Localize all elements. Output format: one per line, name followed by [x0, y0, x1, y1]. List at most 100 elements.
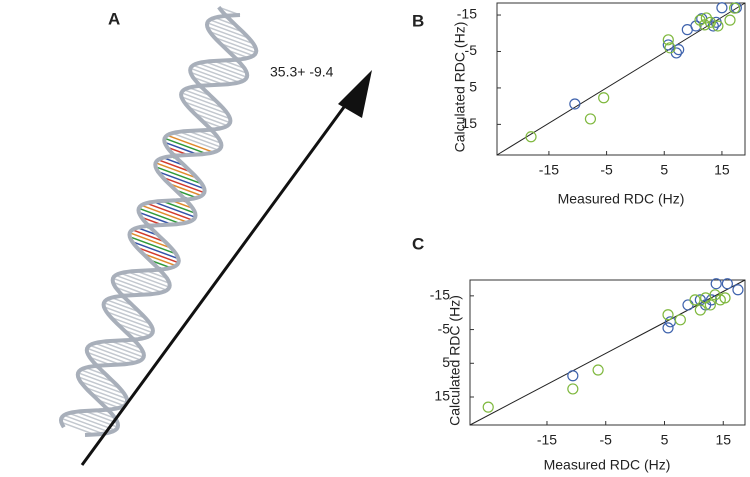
base-pair: [194, 112, 228, 127]
base-pair: [112, 277, 155, 295]
x-tick-label: 5: [660, 162, 668, 178]
data-point: [700, 12, 712, 24]
y-tick-label: -15: [457, 6, 477, 22]
data-point: [670, 47, 682, 59]
base-pair: [168, 182, 202, 197]
data-point: [598, 92, 610, 104]
base-pair: [141, 204, 188, 224]
base-pair: [77, 376, 125, 395]
data-point: [690, 20, 702, 32]
data-point: [689, 294, 701, 306]
base-pair: [129, 236, 177, 255]
base-pair: [116, 322, 151, 337]
data-point: [662, 322, 674, 334]
base-pair: [115, 274, 163, 294]
data-point: [699, 19, 711, 31]
backbone: [75, 13, 250, 437]
data-point: [710, 278, 722, 290]
data-point: [664, 42, 676, 54]
x-tick-label: 5: [661, 432, 669, 448]
base-pair: [132, 229, 166, 243]
data-point: [482, 401, 494, 413]
base-pair: [190, 71, 224, 86]
base-pair: [129, 232, 172, 249]
x-tick-label: 15: [714, 162, 730, 178]
data-point: [704, 299, 716, 311]
data-point: [682, 299, 694, 311]
base-pair: [155, 162, 198, 179]
base-pair: [101, 341, 144, 358]
fit-line: [469, 279, 746, 426]
plot-frame: [496, 2, 746, 156]
y-tick-label: -5: [438, 320, 451, 336]
base-pair: [161, 200, 196, 214]
base-pair: [136, 246, 179, 264]
panel-label: A: [108, 9, 120, 28]
base-pair: [157, 170, 205, 190]
data-point: [673, 44, 685, 56]
data-point: [719, 292, 731, 304]
base-pair: [155, 166, 203, 185]
data-point: [567, 370, 579, 382]
data-point: [584, 113, 597, 125]
base-pair: [138, 211, 173, 226]
base-pair: [110, 340, 144, 354]
base-pair: [80, 369, 115, 383]
base-pair: [183, 100, 231, 120]
y-axis-title: Calculated RDC (Hz): [452, 22, 468, 153]
data-point: [712, 20, 724, 32]
base-pair: [86, 347, 130, 365]
data-point: [674, 314, 686, 326]
base-pair: [90, 392, 125, 407]
rna-helix: [58, 6, 259, 437]
base-pair: [106, 299, 140, 313]
data-point: [662, 39, 674, 51]
base-pair: [94, 342, 142, 361]
base-pair: [61, 421, 95, 436]
base-pair: [68, 412, 116, 431]
base-pair: [171, 132, 219, 151]
base-pair: [84, 386, 128, 404]
base-pair: [86, 351, 121, 366]
panel-label: C: [412, 234, 424, 253]
arrow-head: [338, 70, 372, 118]
data-point: [732, 284, 744, 296]
base-pair: [209, 19, 244, 33]
x-tick-label: -5: [600, 162, 613, 178]
x-axis-title: Measured RDC (Hz): [544, 457, 671, 473]
base-pair: [106, 310, 153, 330]
fit-line: [496, 2, 746, 156]
base-pair: [138, 207, 181, 225]
base-pair: [219, 42, 254, 57]
data-point: [729, 2, 741, 14]
data-point: [569, 98, 581, 110]
data-point: [567, 383, 579, 395]
base-pair: [103, 306, 151, 325]
base-pair: [188, 106, 231, 124]
base-pair: [61, 417, 104, 435]
base-pair: [190, 67, 233, 85]
base-pair: [153, 201, 196, 218]
base-pair: [181, 92, 224, 109]
x-tick-label: 15: [715, 432, 731, 448]
base-pair: [207, 22, 250, 39]
base-pair: [103, 302, 146, 319]
base-pair: [204, 61, 248, 78]
base-pair: [181, 96, 228, 115]
base-pair: [183, 89, 218, 103]
data-point: [525, 131, 537, 143]
base-pair: [80, 380, 128, 400]
data-point: [592, 364, 604, 376]
y-axis-title: Calculated RDC (Hz): [447, 295, 463, 426]
data-point: [662, 34, 674, 46]
base-pair: [162, 176, 205, 194]
x-tick-label: -15: [539, 162, 559, 178]
base-pair: [157, 159, 192, 173]
y-tick-label: 5: [442, 354, 450, 370]
base-pair: [179, 131, 222, 148]
base-pair: [213, 60, 248, 74]
base-pair: [197, 62, 245, 81]
base-pair: [127, 271, 170, 288]
base-pair: [192, 64, 240, 84]
